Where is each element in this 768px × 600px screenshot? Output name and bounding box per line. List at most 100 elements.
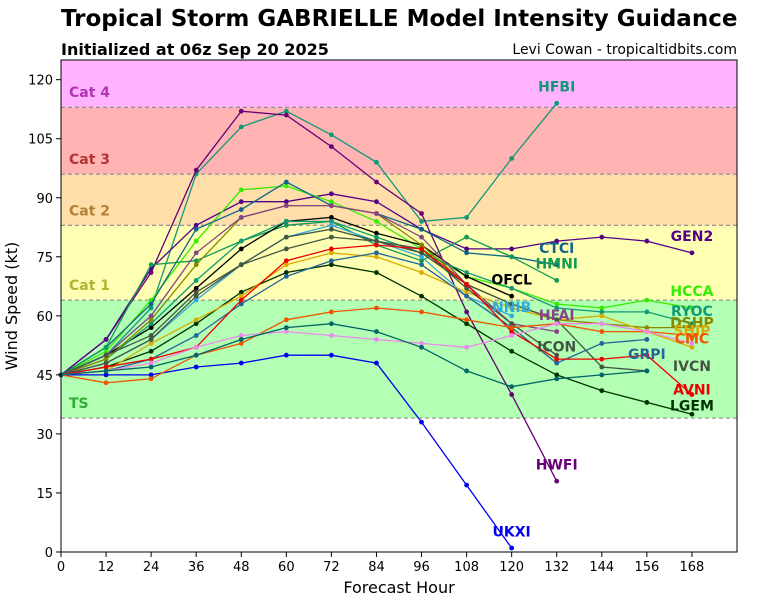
data-point	[554, 301, 560, 307]
data-point	[464, 246, 469, 252]
category-band	[61, 225, 737, 301]
data-point	[193, 333, 199, 338]
data-point	[599, 364, 605, 370]
data-point	[148, 301, 154, 307]
data-point	[599, 372, 605, 378]
data-point	[464, 234, 469, 240]
data-point	[374, 230, 379, 236]
data-point	[419, 340, 424, 346]
y-tick-label: 0	[45, 546, 53, 561]
data-point	[193, 352, 199, 358]
data-point	[374, 254, 379, 260]
credit-text: Levi Cowan - tropicaltidbits.com	[512, 42, 737, 58]
data-point	[283, 222, 289, 228]
data-point	[193, 238, 199, 244]
data-point	[193, 222, 199, 228]
data-point	[148, 321, 154, 327]
data-point	[509, 305, 515, 311]
data-point	[329, 191, 334, 197]
data-point	[419, 226, 424, 232]
data-point	[509, 325, 515, 331]
data-point	[283, 218, 289, 224]
data-point	[509, 254, 515, 260]
series-gfdl	[58, 321, 650, 390]
data-point	[554, 360, 560, 366]
data-point	[644, 368, 650, 374]
model-label: ICON	[537, 339, 576, 355]
data-point	[509, 321, 515, 327]
data-point	[148, 356, 154, 362]
data-point	[599, 388, 605, 394]
data-point	[419, 419, 424, 425]
data-point	[329, 352, 334, 358]
data-point	[283, 183, 289, 189]
data-point	[464, 281, 469, 287]
data-point	[599, 234, 605, 240]
model-lines	[58, 100, 695, 551]
data-point	[509, 246, 515, 252]
data-point	[374, 159, 379, 165]
data-point	[193, 317, 199, 323]
series-line	[60, 102, 558, 376]
data-point	[148, 313, 154, 319]
data-point	[554, 329, 560, 334]
data-point	[374, 218, 379, 224]
data-point	[554, 317, 560, 323]
x-tick-label: 96	[413, 560, 430, 575]
data-point	[193, 289, 199, 295]
data-point	[554, 305, 560, 311]
data-point	[283, 329, 289, 334]
series-line	[60, 236, 558, 376]
data-point	[193, 278, 199, 283]
data-point	[374, 329, 379, 334]
series-ukxi	[58, 352, 515, 551]
data-point	[193, 262, 199, 268]
data-point	[193, 167, 199, 173]
data-point	[644, 309, 650, 315]
data-point	[374, 211, 379, 216]
data-point	[599, 309, 605, 315]
data-point	[193, 321, 199, 327]
data-point	[419, 246, 424, 252]
data-point	[283, 234, 289, 240]
data-point	[464, 344, 469, 350]
data-point	[148, 262, 154, 268]
y-tick-label: 60	[36, 310, 53, 325]
data-point	[238, 199, 244, 205]
data-point	[283, 258, 289, 264]
x-tick-label: 108	[454, 560, 479, 575]
data-point	[419, 250, 424, 256]
data-point	[283, 352, 289, 358]
data-point	[689, 325, 695, 331]
data-point	[419, 344, 424, 350]
data-point	[509, 329, 515, 334]
data-point	[419, 211, 424, 216]
y-tick-label: 120	[28, 74, 53, 89]
data-point	[283, 108, 289, 114]
data-point	[238, 333, 244, 338]
data-point	[148, 372, 154, 378]
data-point	[329, 250, 334, 256]
series-ivcn	[58, 226, 650, 378]
axes: 0 12 24 36 48 60 72 84 96 108 120 132 144 156 168 0 15 30…	[28, 59, 738, 575]
data-point	[419, 218, 424, 224]
x-tick-label: 0	[57, 560, 65, 575]
data-point	[644, 352, 650, 358]
series-line	[60, 181, 557, 376]
series-line	[60, 220, 558, 376]
data-point	[599, 321, 605, 327]
series-avni	[58, 242, 695, 397]
data-point	[329, 199, 334, 205]
model-label: IVCN	[673, 359, 711, 375]
data-point	[238, 124, 244, 130]
data-point	[103, 372, 109, 378]
x-tick-label: 144	[589, 560, 614, 575]
data-point	[148, 325, 154, 331]
y-tick-label: 105	[28, 133, 53, 148]
data-point	[329, 309, 334, 315]
model-label: SHIP	[673, 324, 710, 340]
data-point	[554, 278, 560, 283]
data-point	[554, 352, 560, 358]
data-point	[509, 313, 515, 319]
